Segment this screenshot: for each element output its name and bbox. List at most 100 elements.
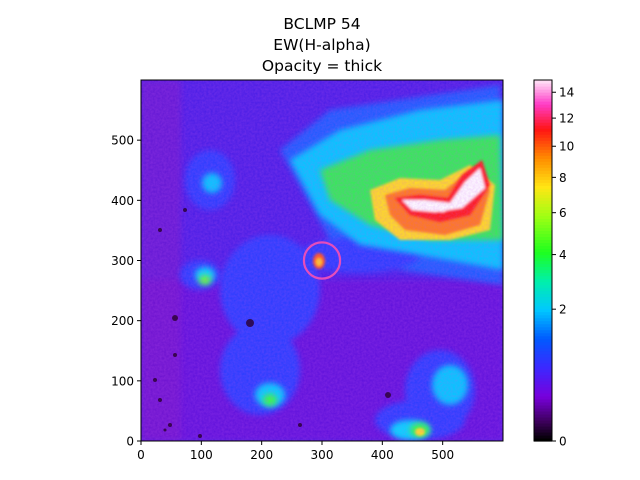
colorbar-cell xyxy=(534,281,552,286)
colorbar-cell xyxy=(534,254,552,259)
y-axis: 0 100 200 300 400 500 xyxy=(111,134,141,449)
colorbar-cell xyxy=(534,392,552,397)
colorbar-gradient xyxy=(534,80,552,442)
colorbar-cell xyxy=(534,236,552,241)
colorbar-tick-label: 14 xyxy=(559,86,574,100)
colorbar-cell xyxy=(534,110,552,114)
colorbar-cell xyxy=(534,257,552,262)
y-tick-label: 100 xyxy=(111,374,134,388)
colorbar-cell xyxy=(534,164,552,168)
colorbar-cell xyxy=(534,152,552,156)
colorbar-cell xyxy=(534,395,552,400)
colorbar-cell xyxy=(534,320,552,325)
colorbar-cell xyxy=(534,287,552,292)
colorbar-cell xyxy=(534,416,552,421)
colorbar-cell xyxy=(534,356,552,361)
colorbar-cell xyxy=(534,125,552,129)
colorbar-cell xyxy=(534,329,552,334)
x-axis: 0 100 200 300 400 500 xyxy=(137,441,454,462)
colorbar-tick-label: 0 xyxy=(559,435,567,449)
colorbar-cell xyxy=(534,176,552,180)
heatmap-dark-speckles xyxy=(153,208,391,438)
colorbar-cell xyxy=(534,83,552,87)
colorbar-cell xyxy=(534,251,552,256)
colorbar-cell xyxy=(534,353,552,358)
colorbar-cell xyxy=(534,137,552,141)
colorbar-tick-label: 2 xyxy=(559,303,567,317)
colorbar-cell xyxy=(534,269,552,274)
colorbar-cell xyxy=(534,296,552,301)
x-tick-label: 400 xyxy=(371,448,394,462)
colorbar-cell xyxy=(534,371,552,376)
colorbar-cell xyxy=(534,290,552,295)
colorbar-cell xyxy=(534,143,552,147)
colorbar-cell xyxy=(534,122,552,126)
title-line-3: Opacity = thick xyxy=(262,57,382,75)
colorbar-cell xyxy=(534,197,552,201)
colorbar-tick-label: 12 xyxy=(559,112,574,126)
colorbar-cell xyxy=(534,113,552,117)
colorbar-cell xyxy=(534,200,552,204)
colorbar-cell xyxy=(534,86,552,90)
colorbar-cell xyxy=(534,185,552,189)
title-line-1: BCLMP 54 xyxy=(283,15,360,33)
colorbar-cell xyxy=(534,365,552,370)
colorbar-cell xyxy=(534,386,552,391)
colorbar-cell xyxy=(534,263,552,268)
colorbar-cell xyxy=(534,404,552,409)
x-tick-label: 200 xyxy=(250,448,273,462)
colorbar-cell xyxy=(534,173,552,177)
colorbar-cell xyxy=(534,326,552,331)
colorbar-cell xyxy=(534,206,552,210)
colorbar-cell xyxy=(534,425,552,430)
colorbar-cell xyxy=(534,188,552,192)
colorbar-cell xyxy=(534,179,552,183)
colorbar-cell xyxy=(534,380,552,385)
colorbar-cell xyxy=(534,422,552,427)
colorbar-cell xyxy=(534,341,552,346)
colorbar-cell xyxy=(534,209,552,213)
x-tick-label: 100 xyxy=(190,448,213,462)
colorbar-cell xyxy=(534,221,552,225)
colorbar-cell xyxy=(534,389,552,394)
colorbar-cell xyxy=(534,272,552,277)
colorbar-cell xyxy=(534,377,552,382)
colorbar-cell xyxy=(534,155,552,159)
colorbar-cell xyxy=(534,239,552,244)
colorbar-cell xyxy=(534,194,552,198)
colorbar-cell xyxy=(534,170,552,174)
colorbar-cell xyxy=(534,212,552,216)
colorbar-cell xyxy=(534,374,552,379)
colorbar-cell xyxy=(534,284,552,289)
title-line-2: EW(H-alpha) xyxy=(273,36,370,54)
colorbar-cell xyxy=(534,116,552,120)
colorbar-cell xyxy=(534,140,552,144)
y-tick-label: 200 xyxy=(111,314,134,328)
colorbar-cell xyxy=(534,368,552,373)
colorbar-cell xyxy=(534,311,552,316)
chart-title: BCLMP 54 EW(H-alpha) Opacity = thick xyxy=(262,15,382,75)
heatmap-noise xyxy=(141,80,503,441)
colorbar-cell xyxy=(534,344,552,349)
colorbar-cell xyxy=(534,80,552,84)
colorbar-cell xyxy=(534,98,552,102)
colorbar-cell xyxy=(534,335,552,340)
colorbar-cell xyxy=(534,89,552,93)
heatmap-image xyxy=(141,80,503,441)
colorbar-cell xyxy=(534,167,552,171)
colorbar-cell xyxy=(534,233,552,238)
colorbar-cell xyxy=(534,275,552,280)
colorbar-cell xyxy=(534,362,552,367)
colorbar-cell xyxy=(534,161,552,165)
colorbar-cell xyxy=(534,308,552,313)
colorbar-cell xyxy=(534,278,552,283)
colorbar-ticks: 0 2 4 6 8 10 12 14 xyxy=(552,86,574,449)
colorbar-cell xyxy=(534,302,552,307)
y-tick-label: 300 xyxy=(111,254,134,268)
colorbar-tick-label: 8 xyxy=(559,171,567,185)
colorbar-cell xyxy=(534,101,552,105)
colorbar-tick-label: 10 xyxy=(559,140,574,154)
colorbar-cell xyxy=(534,419,552,424)
colorbar-cell xyxy=(534,92,552,96)
colorbar-cell xyxy=(534,317,552,322)
